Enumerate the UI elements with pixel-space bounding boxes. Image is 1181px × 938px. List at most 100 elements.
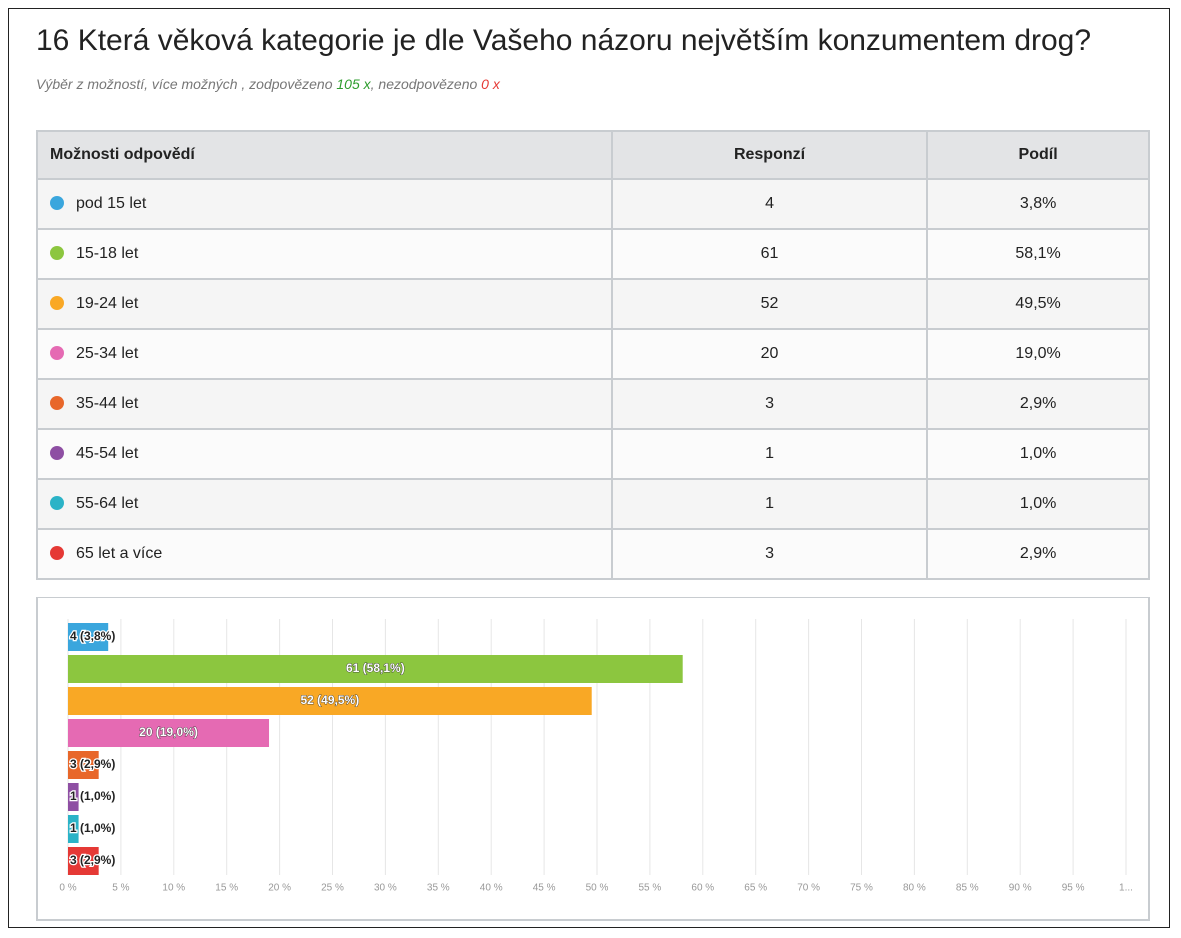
table-row: pod 15 let 4 3,8%: [36, 178, 1150, 230]
color-dot: [50, 296, 64, 310]
bar: [68, 847, 99, 875]
table-cell: 52: [610, 278, 929, 330]
bar: [68, 687, 592, 715]
value-label: 1 (1,0%): [70, 789, 115, 803]
x-tick-label: 15 %: [215, 883, 238, 894]
table-row: 25-34 let 20 19,0%: [36, 328, 1150, 380]
value-label: 4 (3,8%): [70, 629, 115, 643]
table-row: 15-18 let 61 58,1%: [36, 228, 1150, 280]
title: 16 Která věková kategorie je dle Vašeho …: [36, 24, 1092, 57]
table-cell: 55-64 let: [36, 478, 613, 530]
cell-text: 1: [765, 445, 774, 462]
cell-text: 1,0%: [1019, 495, 1057, 512]
table-cell: 2,9%: [926, 528, 1150, 580]
table-cell: 3,8%: [926, 178, 1150, 230]
chart-frame: [36, 597, 1150, 921]
frame: [8, 8, 1170, 928]
cell-text: 20: [760, 345, 779, 362]
color-dot: [50, 246, 64, 260]
table-row: 65 let a více 3 2,9%: [36, 528, 1150, 580]
color-dot: [50, 346, 64, 360]
x-tick-label: 45 %: [533, 883, 556, 894]
x-tick-label: 55 %: [639, 883, 662, 894]
x-tick-label: 40 %: [480, 883, 503, 894]
x-tick-label: 5 %: [112, 883, 129, 894]
column-header: Možnosti odpovědí: [36, 130, 613, 180]
bar: [68, 751, 99, 779]
x-tick-label: 90 %: [1009, 883, 1032, 894]
cell-text: 65 let a více: [76, 545, 163, 562]
cell-text: 55-64 let: [76, 495, 139, 512]
cell-text: 4: [765, 195, 774, 212]
table-cell: 45-54 let: [36, 428, 613, 480]
x-tick-label: 10 %: [162, 883, 185, 894]
cell-text: 3,8%: [1019, 195, 1057, 212]
answered: 105 x: [336, 76, 371, 92]
table-cell: 2,9%: [926, 378, 1150, 430]
x-tick-label: 95 %: [1062, 883, 1085, 894]
x-tick-label: 60 %: [691, 883, 714, 894]
column-header: Responzí: [610, 130, 929, 180]
x-tick-label: 30 %: [374, 883, 397, 894]
x-tick-label: 75 %: [850, 883, 873, 894]
cell-text: 35-44 let: [76, 395, 139, 412]
cell-text: 52: [760, 295, 779, 312]
value-label: 3 (2,9%): [70, 757, 115, 771]
cell-text: 2,9%: [1019, 545, 1057, 562]
value-label: 20 (19,0%): [139, 725, 198, 739]
cell-text: 3: [765, 545, 774, 562]
cell-text: 25-34 let: [76, 345, 139, 362]
table-cell: pod 15 let: [36, 178, 613, 230]
cell-text: 15-18 let: [76, 245, 139, 262]
table-cell: 1: [610, 478, 929, 530]
table-row: 55-64 let 1 1,0%: [36, 478, 1150, 530]
table-cell: 25-34 let: [36, 328, 613, 380]
table-row: 19-24 let 52 49,5%: [36, 278, 1150, 330]
table-cell: 49,5%: [926, 278, 1150, 330]
color-dot: [50, 446, 64, 460]
table-cell: 35-44 let: [36, 378, 613, 430]
value-label: 1 (1,0%): [70, 821, 115, 835]
x-tick-label: 85 %: [956, 883, 979, 894]
x-tick-label: 80 %: [903, 883, 926, 894]
x-tick-label: 0 %: [59, 883, 76, 894]
cell-text: pod 15 let: [76, 195, 147, 212]
bar: [68, 623, 109, 651]
color-dot: [50, 196, 64, 210]
table-cell: 1: [610, 428, 929, 480]
table-cell: 3: [610, 378, 929, 430]
cell-text: 19,0%: [1015, 345, 1061, 362]
table-cell: 61: [610, 228, 929, 280]
table-cell: 1,0%: [926, 428, 1150, 480]
table-cell: 4: [610, 178, 929, 230]
table-cell: 19-24 let: [36, 278, 613, 330]
cell-text: 61: [760, 245, 779, 262]
x-tick-label: 20 %: [268, 883, 291, 894]
value-label: 52 (49,5%): [301, 693, 360, 707]
cell-text: 3: [765, 395, 774, 412]
bar: [68, 655, 683, 683]
bar: [68, 815, 79, 843]
x-tick-label: 1...: [1119, 883, 1133, 894]
x-tick-label: 70 %: [797, 883, 820, 894]
unanswered: 0 x: [481, 76, 500, 92]
table-cell: 15-18 let: [36, 228, 613, 280]
header-row: Možnosti odpovědí Responzí Podíl: [36, 130, 1150, 180]
cell-text: 45-54 let: [76, 445, 139, 462]
bar: [68, 719, 270, 747]
subtitle-middle: , nezodpovězeno: [370, 76, 482, 92]
table-cell: 3: [610, 528, 929, 580]
value-label: 61 (58,1%): [346, 661, 405, 675]
table-cell: 65 let a více: [36, 528, 613, 580]
color-dot: [50, 546, 64, 560]
table-cell: 19,0%: [926, 328, 1150, 380]
table-body: pod 15 let 4 3,8% 15-18 let 61 58,1% 19-24 let…: [36, 178, 1150, 580]
x-tick-label: 50 %: [586, 883, 609, 894]
cell-text: 49,5%: [1015, 295, 1061, 312]
color-dot: [50, 496, 64, 510]
column-header: Podíl: [926, 130, 1150, 180]
cell-text: 19-24 let: [76, 295, 139, 312]
subtitle-text: Výběr z možností, více možných , zodpově…: [36, 76, 337, 92]
cell-text: 1,0%: [1019, 445, 1057, 462]
cell-text: 2,9%: [1019, 395, 1057, 412]
